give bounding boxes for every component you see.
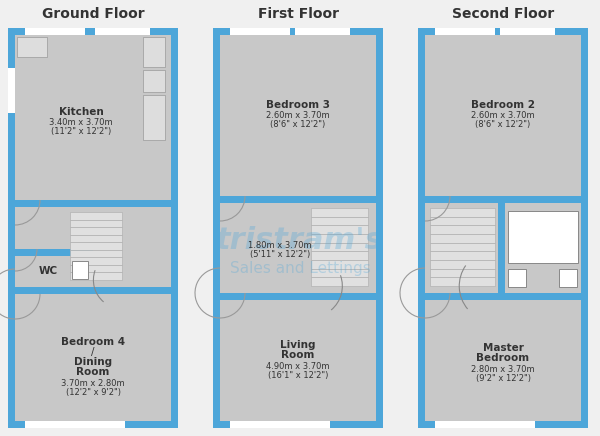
Text: (9'2" x 12'2"): (9'2" x 12'2") [476,374,530,382]
Bar [425,203,498,293]
Text: Room: Room [281,350,314,360]
Bar [311,208,368,217]
Text: Second Floor: Second Floor [452,7,554,21]
Bar [15,200,171,207]
Bar [311,277,368,286]
Bar [508,269,526,287]
Bar [220,293,376,300]
Bar [311,225,368,234]
Text: Bedroom: Bedroom [476,353,530,363]
Text: 2.60m x 3.70m: 2.60m x 3.70m [266,110,330,119]
Bar [435,421,535,428]
Bar [311,243,368,251]
Text: /: / [91,347,95,357]
Bar [430,225,495,234]
Text: Master: Master [482,343,523,353]
Bar [70,220,122,227]
Bar [143,37,165,67]
Text: Ground Floor: Ground Floor [41,7,145,21]
Bar [15,287,171,294]
Bar [70,242,122,250]
Text: (16'1" x 12'2"): (16'1" x 12'2") [268,371,328,379]
Text: (8'6" x 12'2"): (8'6" x 12'2") [271,119,326,129]
Bar [418,28,588,428]
Bar [72,261,88,279]
Bar [220,300,376,421]
Bar [220,196,376,203]
Text: tristram's: tristram's [216,225,384,255]
Bar [425,196,581,203]
Bar [143,95,165,140]
Bar [70,257,122,265]
Text: 4.90m x 3.70m: 4.90m x 3.70m [266,361,330,371]
Text: Dining: Dining [74,357,112,367]
Bar [25,421,125,428]
Bar [430,260,495,269]
Bar [425,293,581,300]
Text: (12'2" x 9'2"): (12'2" x 9'2") [65,388,121,396]
Text: WC: WC [38,266,58,276]
Bar [70,272,122,280]
Bar [311,234,368,243]
Bar [430,243,495,251]
Bar [425,300,581,421]
Text: Bedroom 3: Bedroom 3 [266,100,330,110]
Text: (5'11" x 12'2"): (5'11" x 12'2") [250,249,310,259]
Bar [311,217,368,225]
Bar [15,249,93,256]
Bar [15,35,171,200]
Bar [25,28,85,35]
Bar [70,227,122,235]
Bar [15,207,171,287]
Bar [311,251,368,260]
Bar [498,203,505,293]
Bar [220,203,376,293]
Bar [430,269,495,277]
Text: First Floor: First Floor [257,7,338,21]
Bar [70,212,122,220]
Text: 2.60m x 3.70m: 2.60m x 3.70m [471,110,535,119]
Bar [430,234,495,243]
Bar [95,28,150,35]
Text: Bedroom 2: Bedroom 2 [471,100,535,110]
Text: Sales and Lettings: Sales and Lettings [230,260,370,276]
Bar [15,193,40,200]
Text: 3.70m x 2.80m: 3.70m x 2.80m [61,378,125,388]
Text: (11'2" x 12'2"): (11'2" x 12'2") [51,126,111,136]
Text: Kitchen: Kitchen [59,107,103,117]
Bar [500,28,555,35]
Text: 2.80m x 3.70m: 2.80m x 3.70m [471,364,535,374]
Bar [311,260,368,269]
Bar [70,235,122,242]
Bar [505,203,581,293]
Bar [15,256,93,287]
Bar [70,250,122,257]
Text: Room: Room [76,367,110,377]
Bar [8,68,15,113]
Bar [143,70,165,92]
Bar [220,35,376,196]
Bar [425,35,581,196]
Bar [508,211,578,263]
Bar [17,37,47,57]
Text: Living: Living [280,340,316,350]
Text: Bedroom 4: Bedroom 4 [61,337,125,347]
Bar [295,28,350,35]
Bar [230,28,290,35]
Text: (8'6" x 12'2"): (8'6" x 12'2") [475,119,530,129]
Bar [8,28,178,428]
Text: 1.80m x 3.70m: 1.80m x 3.70m [248,241,312,249]
Bar [70,265,122,272]
Text: 3.40m x 3.70m: 3.40m x 3.70m [49,117,113,126]
Bar [311,269,368,277]
Bar [15,294,171,421]
Bar [559,269,577,287]
Bar [430,251,495,260]
Bar [230,421,330,428]
Bar [430,208,495,217]
Bar [435,28,495,35]
Bar [430,277,495,286]
Bar [430,217,495,225]
Bar [213,28,383,428]
